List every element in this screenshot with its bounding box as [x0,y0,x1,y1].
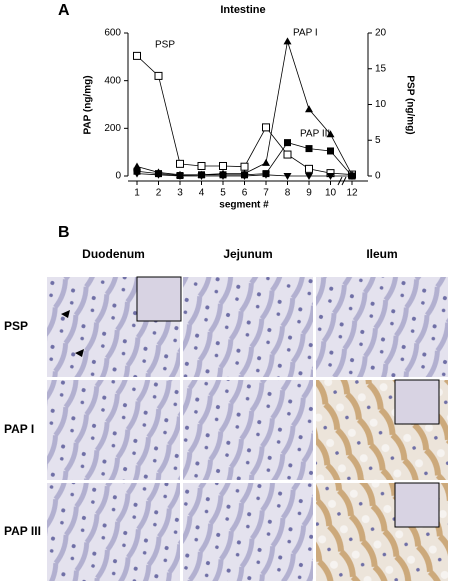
marker [240,162,249,171]
column-header: Ileum [366,247,397,261]
x-tick-label: 12 [346,188,358,199]
x-tick-label: 10 [325,188,337,199]
marker [219,161,227,170]
panel-label: B [58,224,70,241]
series-label: PAP I [293,28,318,39]
x-tick-label: 3 [177,188,183,199]
micrograph [316,277,448,377]
x-tick-label: 4 [199,188,205,199]
marker [348,173,356,180]
marker [305,173,313,180]
x-tick-label: 8 [285,188,291,199]
x-tick-label: 5 [220,188,226,199]
marker [197,161,206,170]
marker [283,37,292,45]
row-label: PAP III [4,524,41,538]
axis-break [337,176,347,186]
series-line [136,41,353,176]
y2-tick-label: 10 [375,99,387,110]
y2-axis-label: PSP (ng/mg) [404,75,415,134]
series-label: PAP III [300,129,330,140]
column-header: Jejunum [223,247,272,261]
x-tick-label: 1 [134,188,140,199]
y2-tick-label: 15 [375,63,387,74]
y-tick-label: 200 [104,123,121,134]
y2-tick-label: 0 [375,171,381,182]
micrograph-grid: Duodenum Jejunum Ileum PSP PAP I PAP III [4,247,448,581]
marker [327,147,334,155]
marker [197,173,206,180]
column-header: Duodenum [82,247,145,261]
marker [219,173,227,180]
y2-tick-label: 5 [375,135,381,146]
marker [284,139,291,147]
marker [305,164,313,173]
marker [305,105,313,113]
marker [133,162,141,170]
marker [133,170,141,178]
marker [305,145,313,153]
panel-label: A [58,2,70,19]
micrograph [183,277,313,377]
y-tick-label: 400 [104,75,121,86]
x-axis-label: segment # [219,200,269,211]
micrograph [47,380,180,480]
x-tick-label: 6 [242,188,248,199]
x-tick-label: 7 [263,188,269,199]
y2-tick-label: 20 [375,28,387,39]
marker [262,171,270,179]
x-tick-label: 9 [306,188,312,199]
marker [262,123,270,132]
marker [154,71,163,80]
inset [394,482,440,528]
row-label: PSP [4,319,28,333]
marker [283,150,292,159]
micrograph [183,483,313,581]
arrowhead [75,349,84,357]
chart-title: Intestine [220,4,265,16]
x-tick-label: 2 [156,188,162,199]
y-tick-label: 0 [115,171,121,182]
marker [176,173,184,180]
marker [240,173,249,180]
micrograph [47,483,180,581]
marker [283,173,292,180]
series-label: PSP [155,40,175,51]
inset [394,379,440,425]
marker [176,159,184,168]
marker [326,173,335,180]
series-line [136,55,353,175]
marker [262,158,270,166]
marker [133,51,141,60]
row-label: PAP I [4,422,34,436]
y-axis-label: PAP (ng/mg) [83,75,94,134]
arrowhead [61,310,70,318]
marker [326,130,335,138]
y-tick-label: 600 [104,28,121,39]
marker [154,171,163,179]
inset [136,276,182,322]
micrograph [183,380,313,480]
